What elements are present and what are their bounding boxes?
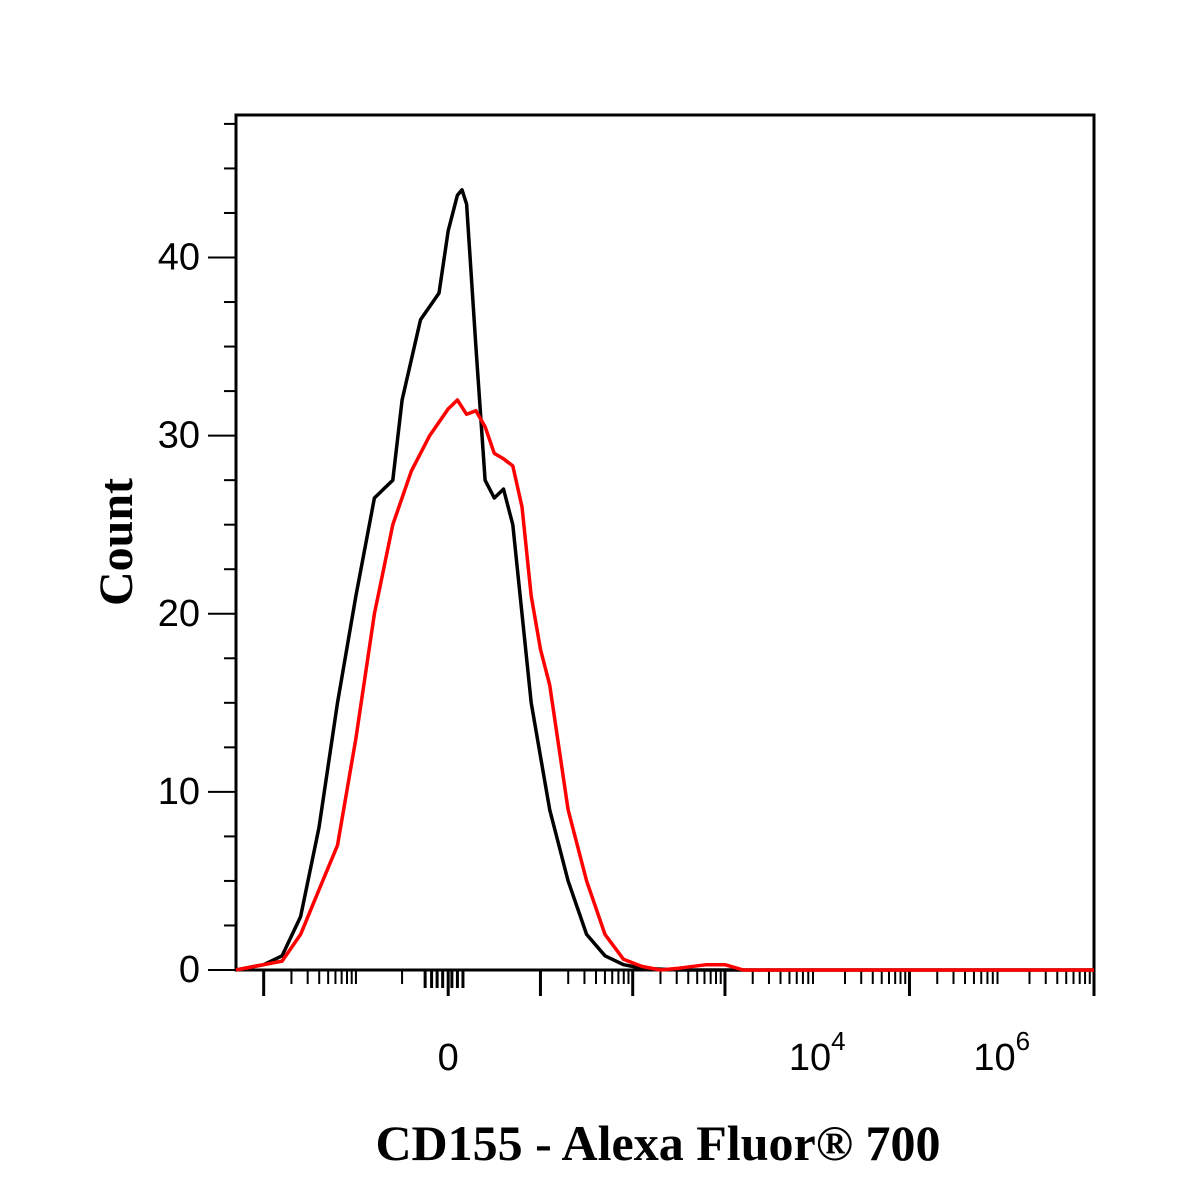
y-tick-label: 10 bbox=[158, 771, 200, 813]
y-tick-label: 30 bbox=[158, 415, 200, 457]
y-tick-label: 0 bbox=[179, 949, 200, 991]
x-tick-label: 104 bbox=[789, 1026, 846, 1079]
series-line-1 bbox=[235, 188, 1094, 972]
series-layer bbox=[235, 188, 1094, 972]
x-minor-ticks bbox=[262, 970, 1096, 996]
y-tick-labels: 0 10 20 30 40 bbox=[158, 237, 200, 992]
y-minor-ticks bbox=[208, 122, 236, 971]
y-tick-label: 20 bbox=[158, 593, 200, 635]
x-tick-labels: 0 104 106 bbox=[438, 1026, 1030, 1079]
x-tick-exponent: 6 bbox=[1016, 1026, 1030, 1056]
x-axis-title: CD155 - Alexa Fluor® 700 bbox=[375, 1115, 940, 1171]
y-tick-label: 40 bbox=[158, 237, 200, 279]
x-tick-exponent: 4 bbox=[831, 1026, 845, 1056]
y-axis-title: Count bbox=[90, 478, 143, 606]
x-tick-label: 0 bbox=[438, 1037, 459, 1079]
x-tick-label: 106 bbox=[973, 1026, 1030, 1079]
series-line-2 bbox=[235, 398, 1094, 972]
